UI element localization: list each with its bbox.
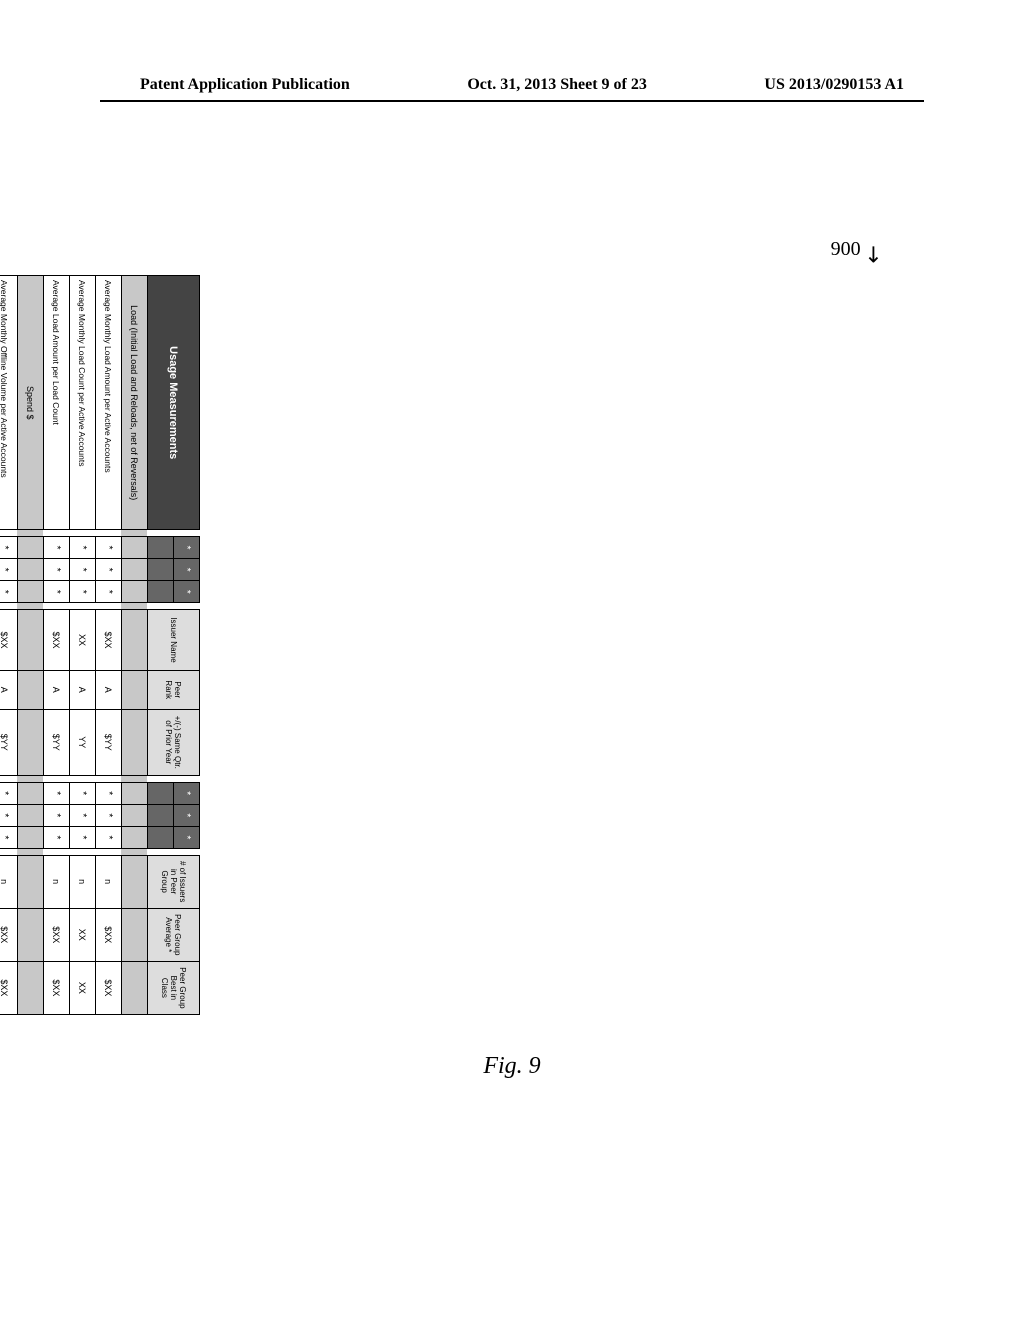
header-rule: [100, 100, 924, 102]
g3-dot: *: [0, 826, 18, 848]
g1-dot: *: [70, 581, 96, 603]
delta-value: YY: [70, 709, 96, 775]
g3-dot: *: [70, 782, 96, 804]
peer-rank-value: A: [70, 670, 96, 709]
hdr-best-in-class: Peer Group Best in Class: [148, 961, 200, 1014]
hdr-g1-3: *: [174, 581, 200, 603]
g1-dot: *: [0, 559, 18, 581]
section-label: Load (Initial Load and Reloads, net of R…: [122, 276, 148, 530]
peer-avg-value: $XX: [0, 908, 18, 961]
metric-label: Average Monthly Load Amount per Active A…: [96, 276, 122, 530]
best-value: $XX: [96, 961, 122, 1014]
table-row: Average Monthly Load Amount per Active A…: [96, 276, 122, 1015]
section-label: Spend $: [18, 276, 44, 530]
g1-dot: *: [70, 537, 96, 559]
g3-dot: *: [0, 804, 18, 826]
hdr-g3-1: *: [174, 782, 200, 804]
usage-measurements-table-container: Usage Measurements***Issuer NamePeer Ran…: [0, 275, 200, 915]
g1-dot: *: [70, 559, 96, 581]
issuers-count-value: n: [70, 855, 96, 908]
figure-caption: Fig. 9: [483, 1053, 540, 1080]
g3-dot: *: [70, 826, 96, 848]
peer-rank-value: A: [44, 670, 70, 709]
issuers-count-value: n: [0, 855, 18, 908]
issuer-value: $XX: [96, 610, 122, 671]
figure-ref-number: 900: [831, 238, 861, 260]
g3-dot: *: [44, 826, 70, 848]
g3-dot: *: [96, 826, 122, 848]
g1-dot: *: [44, 537, 70, 559]
g1-dot: *: [96, 559, 122, 581]
usage-measurements-table: Usage Measurements***Issuer NamePeer Ran…: [0, 275, 200, 1015]
delta-value: $YY: [44, 709, 70, 775]
table-row: Average Load Amount per Load Count***$XX…: [44, 276, 70, 1015]
peer-avg-value: $XX: [44, 908, 70, 961]
hdr-peer-rank: Peer Rank: [148, 670, 200, 709]
reference-arrow-icon: ↙: [857, 238, 888, 269]
g1-dot: *: [44, 581, 70, 603]
metric-label: Average Load Amount per Load Count: [44, 276, 70, 530]
g3-dot: *: [96, 804, 122, 826]
hdr-peer-avg: Peer Group Average *: [148, 908, 200, 961]
g3-dot: *: [96, 782, 122, 804]
peer-avg-value: $XX: [96, 908, 122, 961]
hdr-issuers-count: # of Issuers in Peer Group: [148, 855, 200, 908]
g1-dot: *: [44, 559, 70, 581]
header-right: US 2013/0290153 A1: [764, 76, 904, 94]
g3-dot: *: [44, 782, 70, 804]
section-header-row: Spend $: [18, 276, 44, 1015]
table-title: Usage Measurements: [148, 276, 200, 530]
issuers-count-value: n: [96, 855, 122, 908]
hdr-delta: +/(-) Same Qtr. of Prior Year: [148, 709, 200, 775]
peer-avg-value: XX: [70, 908, 96, 961]
hdr-g1-1: *: [174, 537, 200, 559]
g1-dot: *: [0, 581, 18, 603]
g3-dot: *: [0, 782, 18, 804]
issuer-value: $XX: [0, 610, 18, 671]
section-header-row: Load (Initial Load and Reloads, net of R…: [122, 276, 148, 1015]
metric-label: Average Monthly Load Count per Active Ac…: [70, 276, 96, 530]
page-header: Patent Application Publication Oct. 31, …: [0, 76, 1024, 94]
header-center: Oct. 31, 2013 Sheet 9 of 23: [467, 76, 647, 94]
g1-dot: *: [96, 537, 122, 559]
metric-label: Average Monthly Offline Volume per Activ…: [0, 276, 18, 530]
table-row: Average Monthly Load Count per Active Ac…: [70, 276, 96, 1015]
hdr-issuer: Issuer Name: [148, 610, 200, 671]
issuer-value: XX: [70, 610, 96, 671]
hdr-g3-2: *: [174, 804, 200, 826]
best-value: XX: [70, 961, 96, 1014]
best-value: $XX: [44, 961, 70, 1014]
table-row: Average Monthly Offline Volume per Activ…: [0, 276, 18, 1015]
g3-dot: *: [70, 804, 96, 826]
delta-value: $YY: [96, 709, 122, 775]
figure-reference: 900 ↙: [831, 235, 884, 261]
hdr-g3-3: *: [174, 826, 200, 848]
issuer-value: $XX: [44, 610, 70, 671]
best-value: $XX: [0, 961, 18, 1014]
g1-dot: *: [0, 537, 18, 559]
hdr-g1-2: *: [174, 559, 200, 581]
g1-dot: *: [96, 581, 122, 603]
header-left: Patent Application Publication: [140, 76, 350, 94]
peer-rank-value: A: [96, 670, 122, 709]
g3-dot: *: [44, 804, 70, 826]
delta-value: $YY: [0, 709, 18, 775]
issuers-count-value: n: [44, 855, 70, 908]
peer-rank-value: A: [0, 670, 18, 709]
